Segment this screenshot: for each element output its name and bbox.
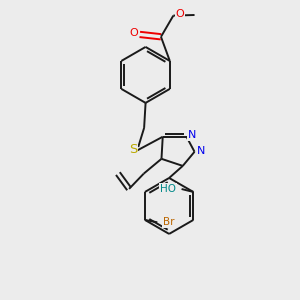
Text: N: N [188, 130, 196, 140]
Text: O: O [176, 9, 184, 19]
Text: O: O [129, 28, 138, 38]
Text: S: S [129, 143, 137, 157]
Text: N: N [197, 146, 205, 156]
Text: HO: HO [160, 184, 176, 194]
Text: Br: Br [163, 217, 174, 227]
